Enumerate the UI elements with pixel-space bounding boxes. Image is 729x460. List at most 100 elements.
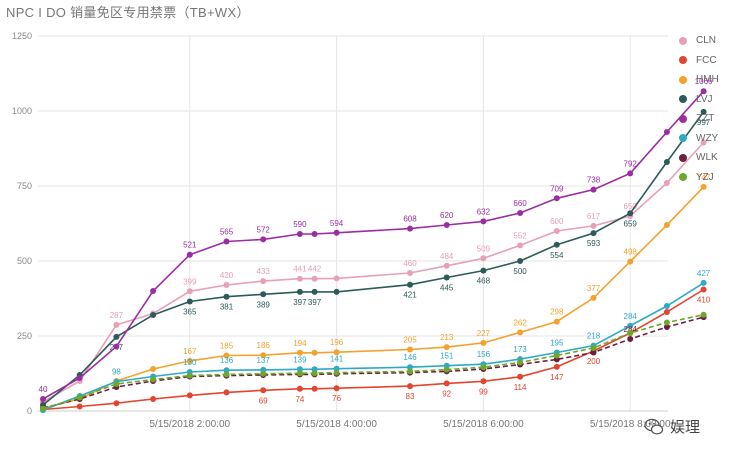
data-point-fcc: [311, 385, 318, 392]
legend-item-cln: CLN: [679, 31, 719, 51]
data-label-cln: 650: [624, 202, 638, 211]
data-point-yzj: [700, 311, 707, 318]
y-tick-label: 1250: [12, 31, 32, 41]
legend-item-wzy: WZY: [679, 129, 719, 149]
data-point-zzt: [296, 231, 303, 237]
data-point-hmh: [700, 183, 707, 190]
data-label-zzt: 738: [587, 176, 601, 185]
data-label-zzt: 572: [257, 225, 271, 234]
legend-swatch: [679, 134, 687, 143]
data-point-yzj: [407, 368, 413, 375]
data-point-fcc: [113, 400, 120, 407]
data-point-yzj: [113, 381, 120, 387]
data-point-hmh: [186, 357, 193, 364]
data-point-zzt: [40, 396, 46, 402]
legend-swatch: [679, 36, 687, 45]
data-point-cln: [480, 255, 487, 262]
data-point-hmh: [443, 344, 450, 351]
data-label-hmh: 194: [293, 339, 307, 348]
data-point-zzt: [113, 343, 120, 350]
data-label-wzy: 146: [403, 353, 417, 362]
x-tick-label: 5/15/2018 8:00:00: [590, 419, 671, 430]
data-point-yzj: [260, 370, 267, 377]
data-label-fcc: 410: [697, 296, 711, 305]
data-point-fcc: [700, 286, 707, 293]
legend-swatch: [679, 56, 687, 65]
data-point-zzt: [407, 225, 413, 232]
data-label-hmh: 167: [183, 347, 197, 356]
data-label-cln: 287: [110, 311, 124, 320]
data-point-fcc: [553, 363, 560, 370]
watermark-text: 娱理: [670, 419, 701, 436]
data-point-yzj: [76, 394, 83, 401]
data-label-cln: 460: [403, 259, 417, 268]
data-label-zzt: 709: [550, 184, 564, 193]
data-label-zzt: 565: [220, 228, 234, 237]
data-label-zzt: 521: [183, 241, 197, 250]
data-point-lvj: [590, 230, 597, 237]
data-label-cln: 617: [587, 212, 601, 221]
data-point-zzt: [700, 88, 707, 95]
legend-label: WLK: [696, 152, 718, 164]
data-point-wlk: [590, 349, 597, 356]
data-label-hmh: 227: [477, 329, 491, 338]
data-label-lvj: 381: [220, 303, 234, 312]
data-point-lvj: [186, 298, 193, 305]
data-label-zzt: 620: [440, 211, 454, 220]
watermark: 娱理: [644, 416, 700, 437]
data-point-yzj: [333, 369, 340, 376]
legend-swatch: [679, 114, 687, 123]
series-line-wlk: [42, 316, 704, 409]
x-tick-label: 5/15/2018 6:00:00: [443, 419, 524, 430]
legend-swatch: [679, 173, 687, 182]
data-point-lvj: [223, 293, 230, 300]
data-point-hmh: [663, 222, 670, 228]
data-point-yzj: [150, 376, 157, 383]
data-point-hmh: [590, 294, 597, 301]
data-label-lvj: 554: [550, 251, 564, 260]
data-point-cln: [553, 228, 560, 234]
data-point-zzt: [150, 288, 157, 294]
data-point-lvj: [150, 312, 157, 318]
data-label-lvj: 997: [697, 118, 711, 127]
y-tick-label: 500: [17, 256, 32, 266]
data-point-yzj: [517, 359, 524, 366]
data-label-lvj: 500: [513, 267, 527, 276]
data-point-cln: [590, 222, 597, 229]
data-point-zzt: [663, 129, 670, 135]
data-point-fcc: [407, 383, 413, 390]
data-label-wzy: 137: [257, 356, 271, 365]
data-label-hmh: 185: [220, 342, 234, 351]
data-point-fcc: [480, 378, 487, 385]
legend-label: FCC: [696, 54, 717, 66]
data-label-wzy: 139: [293, 355, 307, 364]
data-point-fcc: [333, 385, 340, 392]
data-point-yzj: [627, 330, 634, 336]
data-point-zzt: [260, 236, 267, 243]
legend-label: HMH: [696, 74, 719, 86]
data-label-fcc: 200: [587, 357, 601, 366]
data-point-hmh: [480, 339, 487, 346]
data-point-yzj: [223, 371, 230, 378]
data-point-fcc: [186, 392, 193, 399]
data-label-cln: 420: [220, 271, 234, 280]
data-label-zzt: 660: [513, 199, 527, 208]
series-line-zzt: [42, 90, 705, 400]
data-label-wzy: 130: [183, 358, 197, 367]
data-label-cln: 509: [477, 244, 491, 253]
data-label-fcc: 92: [442, 389, 451, 398]
data-point-yzj: [663, 319, 670, 326]
data-point-zzt: [186, 251, 193, 258]
data-point-hmh: [311, 349, 318, 356]
data-label-lvj: 397: [308, 298, 322, 307]
data-point-hmh: [223, 352, 230, 359]
data-label-lvj: 421: [403, 291, 417, 300]
data-label-wzy: 284: [624, 312, 638, 321]
data-label-wzy: 173: [513, 345, 527, 354]
legend-item-zzt: ZZT: [679, 109, 719, 129]
data-point-fcc: [223, 389, 230, 396]
data-point-cln: [296, 275, 303, 282]
data-point-zzt: [333, 229, 340, 236]
legend-label: CLN: [696, 35, 717, 47]
